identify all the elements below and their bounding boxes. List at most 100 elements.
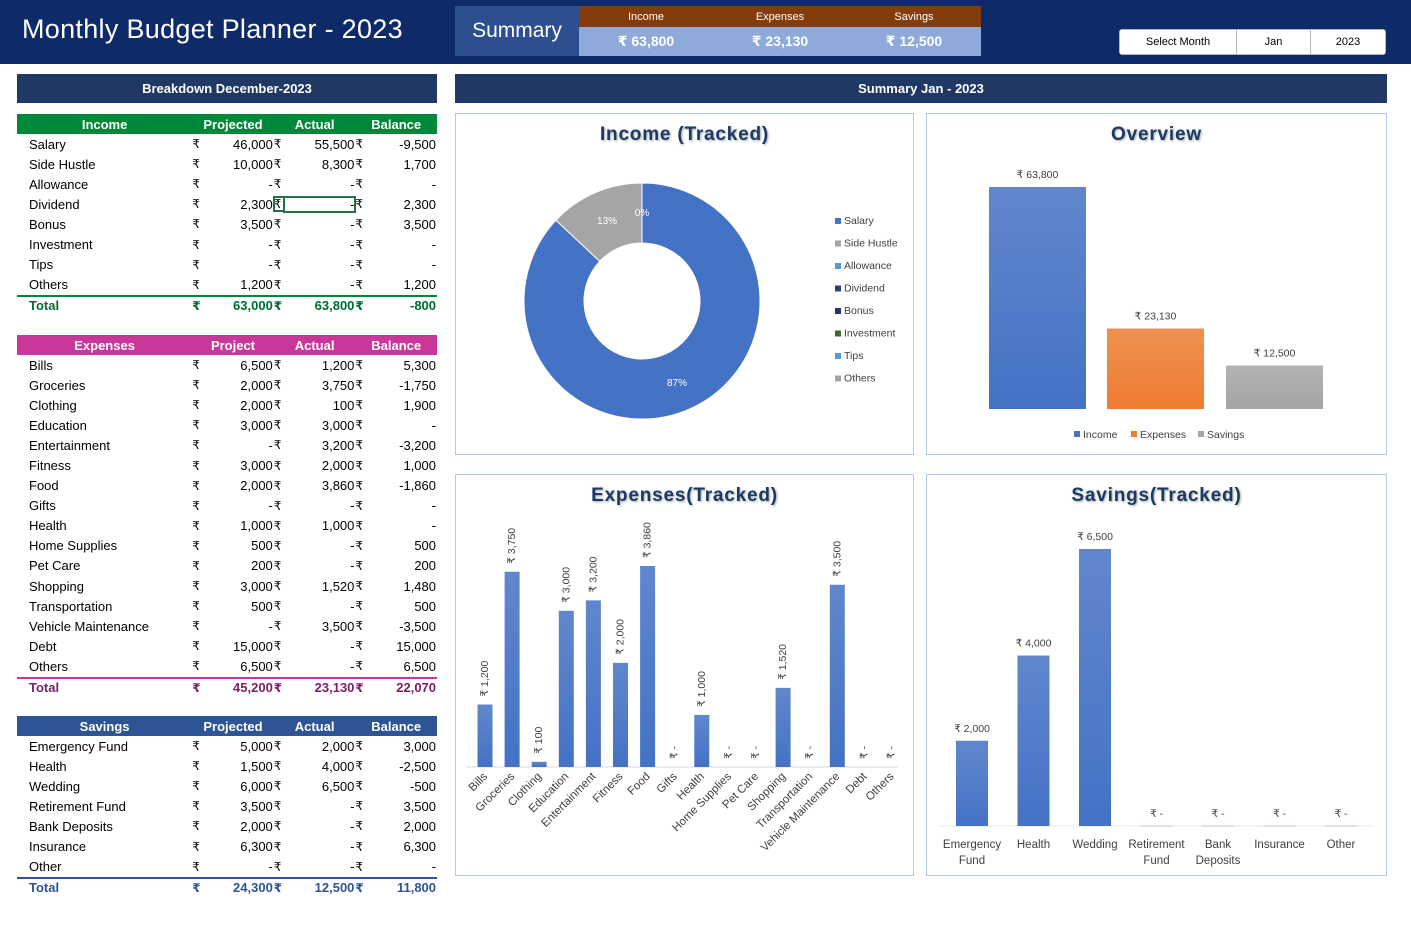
expenses-row-actual[interactable]: - — [350, 598, 355, 614]
savings-row-balance[interactable]: 3,000 — [403, 738, 437, 754]
savings-row-projected[interactable]: 6,300 — [240, 839, 273, 855]
expenses-row-projected[interactable]: 3,000 — [240, 458, 273, 474]
expenses-row-actual[interactable]: 2,000 — [321, 458, 355, 474]
expenses-row-balance[interactable]: 1,480 — [403, 578, 437, 594]
expenses-row-actual[interactable]: - — [350, 498, 355, 514]
expenses-row-balance[interactable]: 5,300 — [403, 357, 437, 373]
savings-row-projected[interactable]: - — [268, 859, 273, 875]
expenses-row-actual[interactable]: - — [350, 638, 355, 654]
income-row-balance[interactable]: - — [431, 257, 437, 273]
expenses-row-projected[interactable]: 200 — [251, 558, 273, 574]
income-row-balance[interactable]: -9,500 — [399, 136, 437, 152]
income-row-actual[interactable]: 63,800 — [314, 298, 355, 314]
expenses-row-balance[interactable]: 1,000 — [403, 458, 437, 474]
expenses-row-actual[interactable]: 1,520 — [321, 578, 355, 594]
expenses-row-projected[interactable]: 1,000 — [240, 518, 273, 534]
income-row-balance[interactable]: -800 — [409, 298, 437, 314]
savings-row-balance[interactable]: 6,300 — [403, 839, 437, 855]
income-row-balance[interactable]: 1,200 — [403, 277, 437, 293]
savings-row-actual[interactable]: - — [350, 798, 355, 814]
expenses-row-actual[interactable]: 3,860 — [321, 478, 355, 494]
income-row-projected[interactable]: 10,000 — [233, 156, 273, 172]
income-row-balance[interactable]: 1,700 — [403, 156, 437, 172]
income-row-projected[interactable]: 1,200 — [240, 277, 273, 293]
savings-row-projected[interactable]: 24,300 — [233, 880, 273, 896]
income-row-balance[interactable]: - — [431, 176, 437, 192]
expenses-row-projected[interactable]: 3,000 — [240, 578, 273, 594]
expenses-row-projected[interactable]: 15,000 — [233, 638, 273, 654]
expenses-row-projected[interactable]: 500 — [251, 538, 273, 554]
expenses-row-projected[interactable]: 6,500 — [240, 658, 273, 674]
expenses-row-actual[interactable]: - — [350, 658, 355, 674]
expenses-row-balance[interactable]: -3,200 — [399, 437, 437, 453]
income-row-actual[interactable]: - — [350, 216, 355, 232]
expenses-row-balance[interactable]: 500 — [414, 598, 437, 614]
savings-row-actual[interactable]: 12,500 — [314, 880, 355, 896]
savings-row-balance[interactable]: 11,800 — [396, 880, 437, 896]
income-row-balance[interactable]: - — [431, 237, 437, 253]
savings-row-actual[interactable]: - — [350, 839, 355, 855]
expenses-row-projected[interactable]: - — [268, 437, 273, 453]
expenses-row-balance[interactable]: 1,900 — [403, 397, 437, 413]
savings-row-actual[interactable]: 6,500 — [321, 778, 355, 794]
savings-row-projected[interactable]: 2,000 — [240, 818, 273, 834]
expenses-row-balance[interactable]: - — [431, 417, 437, 433]
income-row-projected[interactable]: 46,000 — [233, 136, 273, 152]
expenses-row-balance[interactable]: - — [431, 518, 437, 534]
income-row-projected[interactable]: - — [268, 176, 273, 192]
income-row-actual[interactable]: - — [350, 176, 355, 192]
expenses-row-balance[interactable]: 500 — [414, 538, 437, 554]
expenses-row-actual[interactable]: - — [350, 538, 355, 554]
savings-row-balance[interactable]: - — [431, 859, 437, 875]
savings-row-balance[interactable]: 3,500 — [403, 798, 437, 814]
expenses-row-projected[interactable]: - — [268, 618, 273, 634]
expenses-row-actual[interactable]: - — [350, 558, 355, 574]
expenses-row-actual[interactable]: 3,750 — [321, 377, 355, 393]
income-row-projected[interactable]: 3,500 — [240, 216, 273, 232]
savings-row-projected[interactable]: 6,000 — [240, 778, 273, 794]
savings-row-balance[interactable]: -500 — [409, 778, 437, 794]
income-row-actual[interactable]: - — [350, 237, 355, 253]
expenses-row-balance[interactable]: 15,000 — [396, 638, 437, 654]
month-dropdown[interactable]: Jan — [1236, 29, 1311, 55]
expenses-row-balance[interactable]: 22,070 — [396, 680, 437, 695]
expenses-row-balance[interactable]: 200 — [414, 558, 437, 574]
income-row-balance[interactable]: 2,300 — [403, 196, 437, 212]
expenses-row-actual[interactable]: 3,200 — [321, 437, 355, 453]
expenses-row-projected[interactable]: 45,200 — [233, 680, 273, 695]
expenses-row-projected[interactable]: - — [268, 498, 273, 514]
savings-row-actual[interactable]: - — [350, 818, 355, 834]
expenses-row-balance[interactable]: 6,500 — [403, 658, 437, 674]
expenses-row-balance[interactable]: -1,860 — [399, 478, 437, 494]
savings-row-actual[interactable]: - — [350, 859, 355, 875]
income-row-actual[interactable]: - — [350, 257, 355, 273]
income-row-actual[interactable]: 8,300 — [321, 156, 355, 172]
year-dropdown[interactable]: 2023 — [1310, 29, 1386, 55]
expenses-row-actual[interactable]: 1,200 — [321, 357, 355, 373]
income-row-balance[interactable]: 3,500 — [403, 216, 437, 232]
savings-row-projected[interactable]: 1,500 — [240, 758, 273, 774]
expenses-row-projected[interactable]: 2,000 — [240, 397, 273, 413]
expenses-row-balance[interactable]: -1,750 — [399, 377, 437, 393]
savings-row-projected[interactable]: 5,000 — [240, 738, 273, 754]
savings-row-balance[interactable]: -2,500 — [399, 758, 437, 774]
savings-row-actual[interactable]: 2,000 — [321, 738, 355, 754]
income-row-actual[interactable]: - — [350, 277, 355, 293]
savings-row-projected[interactable]: 3,500 — [240, 798, 273, 814]
expenses-row-balance[interactable]: - — [431, 498, 437, 514]
income-row-actual[interactable]: 55,500 — [314, 136, 355, 152]
expenses-row-projected[interactable]: 3,000 — [240, 417, 273, 433]
expenses-row-balance[interactable]: -3,500 — [399, 618, 437, 634]
income-row-projected[interactable]: 2,300 — [240, 196, 273, 212]
expenses-row-projected[interactable]: 2,000 — [240, 377, 273, 393]
savings-row-balance[interactable]: 2,000 — [403, 818, 437, 834]
expenses-row-actual[interactable]: 100 — [332, 397, 355, 413]
expenses-row-actual[interactable]: 1,000 — [321, 518, 355, 534]
expenses-row-actual[interactable]: 23,130 — [314, 680, 355, 695]
income-row-projected[interactable]: - — [268, 257, 273, 273]
expenses-row-projected[interactable]: 2,000 — [240, 478, 273, 494]
income-row-projected[interactable]: 63,000 — [233, 298, 273, 314]
savings-row-actual[interactable]: 4,000 — [321, 758, 355, 774]
expenses-row-actual[interactable]: 3,000 — [321, 417, 355, 433]
expenses-row-projected[interactable]: 6,500 — [240, 357, 273, 373]
